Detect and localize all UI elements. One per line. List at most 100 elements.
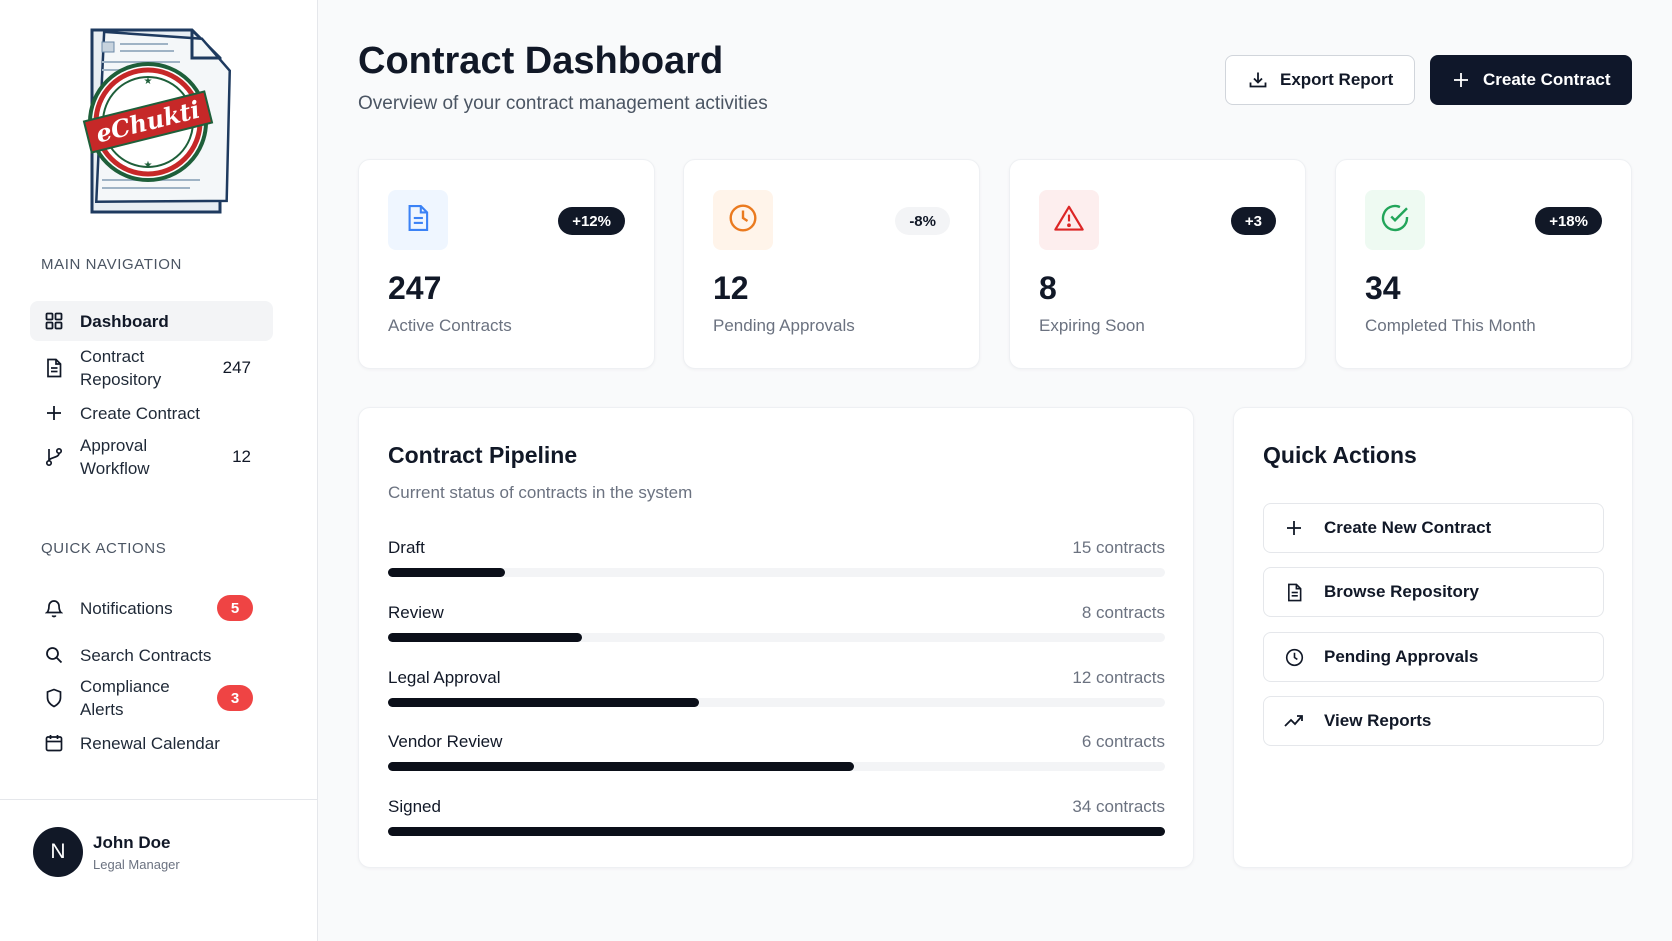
plus-icon bbox=[44, 403, 64, 423]
repository-count: 247 bbox=[222, 358, 251, 377]
stat-label: Active Contracts bbox=[388, 316, 512, 335]
sidebar: eChukti ★ ★ MAIN NAVIGATION Dashboard Co… bbox=[0, 0, 318, 941]
view-reports-button[interactable]: View Reports bbox=[1263, 696, 1604, 746]
user-profile[interactable]: N John Doe Legal Manager bbox=[33, 827, 180, 877]
stat-label: Completed This Month bbox=[1365, 316, 1536, 335]
stage-progress-fill bbox=[388, 827, 1165, 836]
quick-action-label: Pending Approvals bbox=[1324, 647, 1479, 666]
bell-icon bbox=[44, 598, 64, 618]
stat-change-badge: +3 bbox=[1230, 207, 1276, 235]
sidebar-item-label: Search Contracts bbox=[80, 645, 212, 665]
stage-count: 6 contracts bbox=[1081, 732, 1165, 751]
stage-progress-track bbox=[388, 633, 1165, 642]
stage-count: 12 contracts bbox=[1072, 668, 1165, 687]
export-report-button[interactable]: Export Report bbox=[1225, 55, 1415, 105]
create-contract-button[interactable]: Create Contract bbox=[1430, 55, 1632, 105]
alert-triangle-icon bbox=[1054, 204, 1084, 237]
sidebar-item-label: Create Contract bbox=[80, 403, 200, 423]
stat-card-pending-approvals[interactable]: -8% 12 Pending Approvals bbox=[683, 159, 980, 369]
notifications-badge: 5 bbox=[217, 595, 253, 621]
avatar: N bbox=[33, 827, 83, 877]
git-branch-icon bbox=[44, 447, 64, 467]
stat-change-badge: -8% bbox=[895, 207, 950, 235]
stage-name: Legal Approval bbox=[388, 668, 501, 687]
pipeline-title: Contract Pipeline bbox=[388, 442, 578, 468]
stat-card-completed-this-month[interactable]: +18% 34 Completed This Month bbox=[1335, 159, 1632, 369]
stage-progress-track bbox=[388, 568, 1165, 577]
browse-repository-button[interactable]: Browse Repository bbox=[1263, 567, 1604, 617]
user-name: John Doe bbox=[93, 832, 171, 852]
approval-count: 12 bbox=[232, 447, 251, 466]
stage-progress-track bbox=[388, 762, 1165, 771]
sidebar-item-dashboard[interactable]: Dashboard bbox=[30, 301, 273, 341]
sidebar-divider bbox=[0, 799, 318, 800]
sidebar-item-notifications[interactable]: Notifications 5 bbox=[30, 593, 273, 623]
search-icon bbox=[44, 645, 64, 665]
quick-actions-panel: Quick Actions Create New Contract Browse… bbox=[1233, 407, 1633, 868]
stat-value: 12 bbox=[713, 270, 749, 306]
stage-progress-fill bbox=[388, 568, 505, 577]
stage-progress-fill bbox=[388, 762, 855, 771]
pending-approvals-button[interactable]: Pending Approvals bbox=[1263, 632, 1604, 682]
sidebar-item-label: Notifications bbox=[80, 598, 173, 618]
create-new-contract-button[interactable]: Create New Contract bbox=[1263, 503, 1604, 553]
sidebar-item-label: Compliance Alerts bbox=[80, 677, 170, 719]
create-contract-label: Create Contract bbox=[1483, 70, 1611, 89]
stat-value: 247 bbox=[388, 270, 442, 306]
sidebar-item-search-contracts[interactable]: Search Contracts bbox=[30, 642, 273, 668]
page-title: Contract Dashboard bbox=[358, 40, 724, 82]
quick-actions-title: Quick Actions bbox=[1263, 442, 1417, 468]
compliance-alerts-badge: 3 bbox=[217, 685, 253, 711]
stat-label: Pending Approvals bbox=[713, 316, 855, 335]
sidebar-item-label: Approval Workflow bbox=[80, 436, 150, 478]
clock-icon bbox=[1284, 647, 1304, 667]
contract-pipeline-panel: Contract Pipeline Current status of cont… bbox=[358, 407, 1194, 868]
stage-name: Review bbox=[388, 603, 444, 622]
quick-action-label: Create New Contract bbox=[1324, 518, 1492, 537]
stat-label: Expiring Soon bbox=[1039, 316, 1145, 335]
grid-icon bbox=[44, 311, 64, 331]
stat-value: 8 bbox=[1039, 270, 1057, 306]
plus-icon bbox=[1284, 518, 1304, 538]
download-icon bbox=[1248, 70, 1268, 90]
stat-card-active-contracts[interactable]: +12% 247 Active Contracts bbox=[358, 159, 655, 369]
export-report-label: Export Report bbox=[1280, 70, 1394, 89]
stage-name: Draft bbox=[388, 538, 425, 557]
sidebar-item-label: Dashboard bbox=[80, 311, 169, 331]
stat-change-badge: +12% bbox=[558, 207, 625, 235]
page-subtitle: Overview of your contract management act… bbox=[358, 93, 768, 114]
sidebar-item-approval-workflow[interactable]: Approval Workflow 12 bbox=[30, 433, 273, 481]
stage-name: Signed bbox=[388, 797, 441, 816]
sidebar-item-contract-repository[interactable]: Contract Repository 247 bbox=[30, 344, 273, 392]
trending-up-icon bbox=[1284, 711, 1304, 731]
stage-name: Vendor Review bbox=[388, 732, 503, 751]
document-icon bbox=[405, 204, 431, 237]
check-circle-icon bbox=[1380, 203, 1410, 238]
stat-value: 34 bbox=[1365, 270, 1401, 306]
document-icon bbox=[44, 358, 64, 378]
sidebar-item-renewal-calendar[interactable]: Renewal Calendar bbox=[30, 730, 273, 756]
stat-icon-box bbox=[1039, 190, 1099, 250]
shield-icon bbox=[44, 688, 64, 708]
stage-progress-fill bbox=[388, 633, 583, 642]
stat-card-expiring-soon[interactable]: +3 8 Expiring Soon bbox=[1009, 159, 1306, 369]
sidebar-item-label: Contract Repository bbox=[80, 347, 162, 389]
sidebar-item-create-contract[interactable]: Create Contract bbox=[30, 400, 273, 426]
sidebar-item-label: Renewal Calendar bbox=[80, 733, 220, 753]
stage-count: 34 contracts bbox=[1072, 797, 1165, 816]
quick-actions-heading: QUICK ACTIONS bbox=[41, 540, 167, 557]
svg-text:★: ★ bbox=[144, 76, 153, 87]
stage-progress-track bbox=[388, 698, 1165, 707]
svg-text:★: ★ bbox=[144, 160, 153, 171]
stat-change-badge: +18% bbox=[1535, 207, 1602, 235]
stage-progress-track bbox=[388, 827, 1165, 836]
plus-icon bbox=[1451, 70, 1471, 90]
clock-icon bbox=[728, 203, 758, 238]
quick-action-label: View Reports bbox=[1324, 711, 1432, 730]
stage-count: 15 contracts bbox=[1072, 538, 1165, 557]
sidebar-item-compliance-alerts[interactable]: Compliance Alerts 3 bbox=[30, 674, 273, 722]
document-icon bbox=[1284, 582, 1304, 602]
stat-icon-box bbox=[388, 190, 448, 250]
echukti-logo[interactable]: eChukti ★ ★ bbox=[80, 22, 250, 222]
stat-icon-box bbox=[713, 190, 773, 250]
